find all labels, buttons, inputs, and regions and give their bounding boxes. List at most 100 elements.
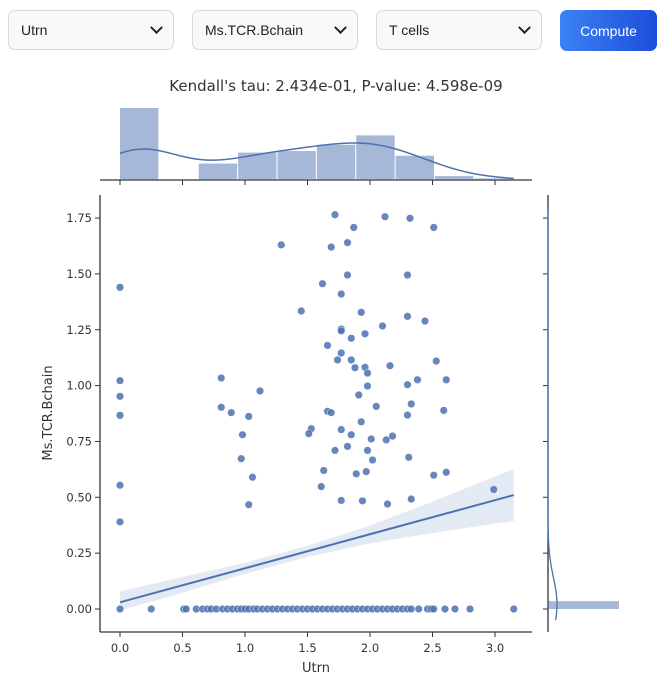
scatter-point	[432, 357, 441, 366]
scatter-point	[263, 605, 272, 614]
scatter-point	[383, 605, 392, 614]
scatter-point	[363, 382, 372, 391]
scatter-point	[244, 605, 253, 614]
scatter-point	[327, 408, 336, 417]
scatter-point	[347, 355, 356, 364]
scatter-point	[337, 326, 346, 335]
x-tick-label: 2.5	[423, 641, 441, 655]
scatter-point	[343, 605, 352, 614]
scatter-point	[115, 376, 124, 385]
scatter-point	[147, 605, 156, 614]
scatter-point	[237, 605, 246, 614]
scatter-point	[349, 223, 358, 232]
histogram-bar	[120, 108, 159, 180]
scatter-point	[441, 605, 450, 614]
scatter-point	[361, 329, 370, 338]
scatter-point	[348, 605, 357, 614]
scatter-point	[373, 605, 382, 614]
scatter-point	[429, 471, 438, 480]
scatter-point	[337, 325, 346, 334]
y-tick-label: 1.25	[66, 323, 92, 337]
scatter-point	[407, 495, 416, 504]
x-tick-label: 3.0	[486, 641, 504, 655]
scatter-point	[115, 283, 124, 292]
cell-type-select[interactable]: T cells	[376, 10, 542, 50]
y-tick-label: 1.50	[66, 267, 92, 281]
y-axis-label: Ms.TCR.Bchain	[41, 365, 56, 460]
y-tick-label: 1.75	[66, 211, 92, 225]
scatter-point	[367, 434, 376, 443]
scatter-point	[323, 605, 332, 614]
scatter-point	[327, 243, 336, 252]
scatter-point	[354, 390, 363, 399]
x-tick-label: 2.0	[361, 641, 379, 655]
y-tick-label: 0.75	[66, 434, 92, 448]
scatter-point	[328, 605, 337, 614]
scatter-point	[318, 605, 327, 614]
scatter-point	[343, 238, 352, 247]
scatter-point	[233, 605, 242, 614]
scatter-point	[337, 496, 346, 505]
scatter-point	[403, 411, 412, 420]
scatter-point	[313, 605, 322, 614]
scatter-point	[489, 485, 498, 494]
scatter-point	[378, 605, 387, 614]
scatter-point	[182, 605, 191, 614]
histogram-bar	[238, 152, 277, 180]
histogram-bar	[474, 178, 513, 180]
scatter-point	[278, 605, 287, 614]
scatter-point	[343, 442, 352, 451]
scatter-point	[442, 375, 451, 384]
scatter-point	[361, 363, 370, 372]
scatter-point	[318, 279, 327, 288]
histogram-bar	[159, 179, 198, 180]
scatter-point	[331, 210, 340, 219]
y-tick-label: 0.50	[66, 490, 92, 504]
scatter-point	[203, 605, 212, 614]
y-tick-label: 1.00	[66, 379, 92, 393]
scatter-point	[363, 369, 372, 378]
scatter-point	[442, 468, 451, 477]
x-tick-label: 1.0	[236, 641, 254, 655]
scatter-point	[268, 605, 277, 614]
scatter-point	[319, 466, 328, 475]
scatter-point	[383, 500, 392, 509]
scatter-point	[358, 605, 367, 614]
scatter-point	[353, 605, 362, 614]
scatter-point	[277, 240, 286, 249]
scatter-point	[386, 361, 395, 370]
scatter-point	[358, 496, 367, 505]
scatter-point	[115, 517, 124, 526]
scatter-point	[218, 605, 227, 614]
scatter-point	[423, 605, 432, 614]
x-variable-select[interactable]: Utrn	[8, 10, 174, 50]
histogram-bar	[548, 601, 619, 609]
scatter-point	[343, 271, 352, 280]
confidence-band	[120, 468, 514, 611]
scatter-point	[421, 317, 430, 326]
scatter-point	[273, 605, 282, 614]
scatter-point	[407, 399, 416, 408]
scatter-point	[288, 605, 297, 614]
scatter-point	[244, 412, 253, 421]
scatter-point	[388, 605, 397, 614]
compute-button[interactable]: Compute	[560, 10, 657, 51]
scatter-point	[323, 341, 332, 350]
scatter-point	[333, 355, 342, 364]
scatter-point	[192, 605, 201, 614]
scatter-point	[115, 411, 124, 420]
scatter-point	[198, 605, 207, 614]
scatter-point	[414, 605, 423, 614]
histogram-bar	[277, 151, 316, 180]
scatter-point	[372, 402, 381, 411]
scatter-point	[308, 605, 317, 614]
scatter-point	[248, 473, 257, 482]
scatter-point	[258, 605, 267, 614]
kde-curve-x	[119, 142, 514, 180]
scatter-point	[331, 446, 340, 455]
scatter-point	[357, 417, 366, 426]
scatter-point	[249, 605, 258, 614]
y-variable-select[interactable]: Ms.TCR.Bchain	[192, 10, 358, 50]
scatter-point	[244, 500, 253, 509]
